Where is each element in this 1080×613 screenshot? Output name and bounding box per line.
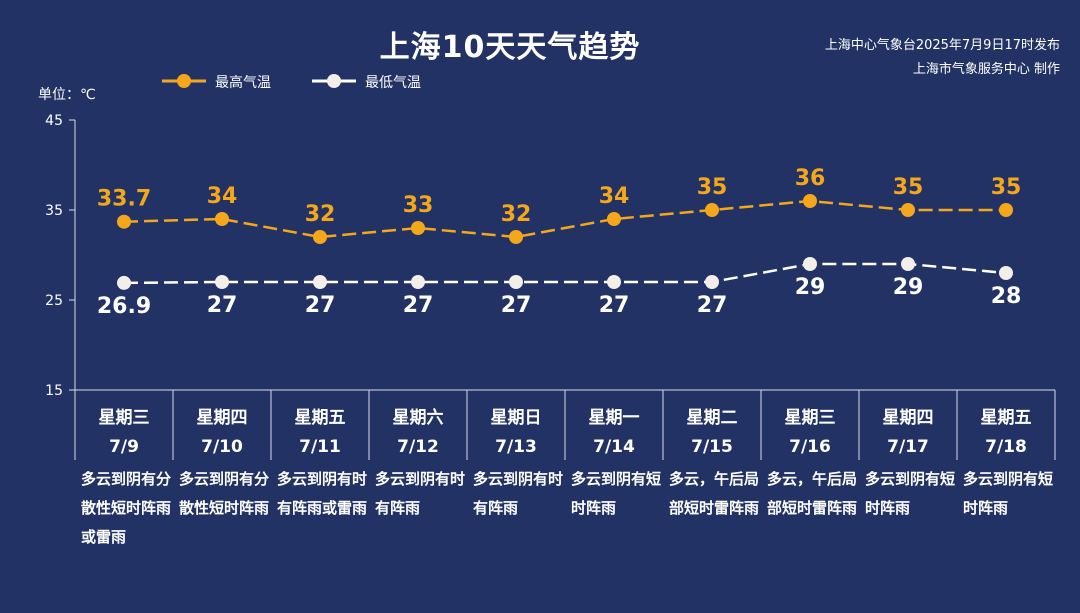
weather-text: 多云，午后局 (669, 470, 759, 488)
data-label-low: 29 (795, 275, 826, 300)
data-point-high (803, 194, 817, 208)
data-label-low: 27 (501, 293, 532, 318)
data-label-high: 32 (501, 202, 532, 227)
weather-text: 有阵雨 (375, 499, 420, 517)
weather-text: 时阵雨 (865, 499, 910, 517)
data-label-high: 35 (893, 175, 924, 200)
data-point-high (411, 221, 425, 235)
data-point-low (411, 275, 425, 289)
category-weekday: 星期四 (883, 408, 934, 428)
data-point-high (313, 230, 327, 244)
weather-text: 有阵雨 (473, 499, 518, 517)
data-point-low (803, 257, 817, 271)
source-line-2: 上海市气象服务中心 制作 (912, 62, 1060, 77)
weather-text: 部短时雷阵雨 (669, 499, 759, 517)
data-point-low (901, 257, 915, 271)
y-tick-label: 25 (45, 293, 63, 309)
weather-text: 多云到阴有短 (865, 470, 955, 488)
series-line-low (123, 262, 1007, 285)
data-point-high (705, 203, 719, 217)
legend-label-low: 最低气温 (365, 75, 421, 91)
data-point-high (607, 212, 621, 226)
data-point-high (117, 214, 131, 229)
weather-text: 有阵雨或雷雨 (277, 499, 367, 517)
data-label-low: 27 (207, 293, 238, 318)
data-point-low (607, 275, 621, 289)
data-label-low: 27 (599, 293, 630, 318)
category-date: 7/14 (593, 437, 635, 457)
data-point-high (999, 203, 1013, 217)
data-label-high: 33 (403, 193, 434, 218)
category-weekday: 星期三 (785, 408, 836, 428)
data-point-low (313, 275, 327, 289)
category-date: 7/12 (397, 437, 439, 457)
category-weekday: 星期日 (491, 408, 542, 428)
category-weekday: 星期五 (295, 408, 346, 428)
data-point-low (117, 275, 131, 290)
weather-text: 多云到阴有时 (375, 470, 465, 488)
legend-marker-high (162, 74, 206, 88)
category-date: 7/16 (789, 437, 831, 457)
y-tick-label: 15 (45, 383, 63, 399)
category-weekday: 星期六 (393, 407, 444, 428)
data-label-low: 27 (305, 293, 336, 318)
chart-title: 上海10天天气趋势 (379, 30, 641, 65)
category-weekday: 星期三 (99, 408, 150, 428)
weather-text: 多云到阴有短 (571, 470, 661, 488)
y-tick-label: 35 (45, 203, 63, 219)
weather-text: 多云到阴有时 (277, 470, 367, 488)
data-label-low: 29 (893, 275, 924, 300)
data-point-high (215, 212, 229, 226)
category-date: 7/10 (201, 437, 243, 457)
weather-text: 时阵雨 (963, 499, 1008, 517)
data-label-high: 32 (305, 202, 336, 227)
category-weekday: 星期四 (197, 408, 248, 428)
source-info: 上海中心气象台2025年7月9日17时发布 上海市气象服务中心 制作 (825, 34, 1060, 82)
series-line-high (123, 199, 1006, 239)
category-date: 7/18 (985, 437, 1027, 457)
weather-text: 多云，午后局 (767, 470, 857, 488)
data-point-high (901, 203, 915, 217)
category-date: 7/13 (495, 437, 537, 457)
weather-text: 多云到阴有分 (81, 470, 171, 488)
legend-label-high: 最高气温 (215, 75, 271, 91)
weather-text: 多云到阴有时 (473, 470, 563, 488)
data-point-low (509, 275, 523, 289)
y-tick-label: 45 (45, 113, 63, 129)
category-date: 7/15 (691, 437, 733, 457)
category-date: 7/11 (299, 437, 341, 457)
category-date: 7/17 (887, 437, 929, 457)
source-line-1: 上海中心气象台2025年7月9日17时发布 (824, 38, 1060, 53)
weather-text: 时阵雨 (571, 499, 616, 517)
data-point-low (999, 266, 1013, 280)
weather-text: 散性短时阵雨 (81, 499, 171, 517)
weather-text: 多云到阴有短 (963, 470, 1053, 488)
category-weekday: 星期一 (589, 408, 640, 428)
weather-text: 散性短时阵雨 (179, 499, 269, 517)
data-point-low (705, 275, 719, 289)
weather-text: 部短时雷阵雨 (767, 499, 857, 517)
data-label-low: 27 (403, 293, 434, 318)
category-weekday: 星期五 (981, 408, 1032, 428)
data-point-low (215, 275, 229, 289)
data-label-high: 36 (795, 166, 826, 191)
data-label-low: 28 (991, 284, 1022, 309)
data-label-high: 34 (207, 184, 238, 209)
weather-text: 多云到阴有分 (179, 470, 269, 488)
data-point-high (509, 230, 523, 244)
unit-label: 单位：℃ (38, 87, 96, 103)
data-label-low: 27 (697, 293, 728, 318)
data-label-high: 35 (991, 175, 1022, 200)
category-weekday: 星期二 (687, 408, 738, 428)
weather-text: 或雷雨 (81, 528, 126, 546)
data-label-high: 35 (697, 175, 728, 200)
data-label-high: 33.7 (97, 187, 151, 212)
legend-marker-low (312, 74, 356, 88)
category-date: 7/9 (109, 437, 139, 457)
data-label-high: 34 (599, 184, 630, 209)
data-label-low: 26.9 (97, 294, 151, 319)
